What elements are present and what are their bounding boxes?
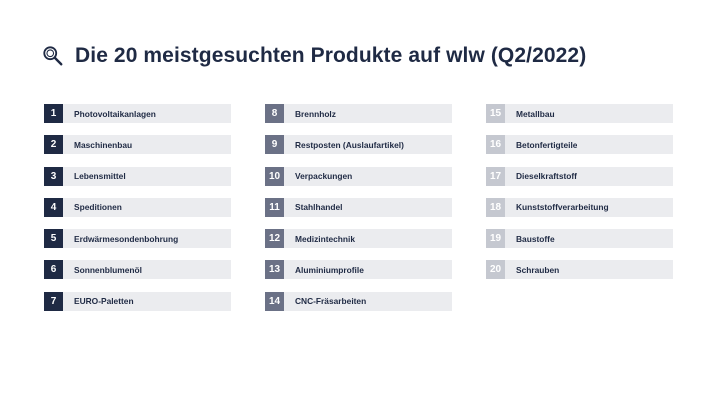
product-label: Verpackungen bbox=[295, 171, 353, 182]
rank-badge: 7 bbox=[44, 291, 63, 311]
rank-badge: 1 bbox=[44, 104, 63, 123]
list-item: 8 Brennholz bbox=[265, 104, 452, 123]
rank-badge: 12 bbox=[265, 229, 284, 249]
product-label: CNC-Fräsarbeiten bbox=[295, 296, 367, 307]
rank-badge: 10 bbox=[265, 166, 284, 186]
rank-badge: 11 bbox=[265, 197, 284, 217]
list-item: 15 Metallbau bbox=[486, 104, 673, 123]
ranking-column-1: 1 Photovoltaikanlagen 2 Maschinenbau 3 Lebe… bbox=[44, 104, 231, 323]
list-item: 14 CNC-Fräsarbeiten bbox=[265, 291, 452, 311]
product-label: EURO-Paletten bbox=[74, 296, 134, 307]
list-item: 10 Verpackungen bbox=[265, 166, 452, 186]
search-icon bbox=[43, 46, 63, 66]
list-item: 7 EURO-Paletten bbox=[44, 291, 231, 311]
product-label: Restposten (Auslaufartikel) bbox=[295, 139, 404, 150]
list-item: 13 Aluminiumprofile bbox=[265, 260, 452, 280]
rank-badge: 16 bbox=[486, 135, 505, 155]
list-item: 2 Maschinenbau bbox=[44, 135, 231, 155]
rank-badge: 5 bbox=[44, 229, 63, 249]
rank-badge: 3 bbox=[44, 166, 63, 186]
header: Die 20 meistgesuchten Produkte auf wlw (… bbox=[42, 44, 586, 68]
product-label: Stahlhandel bbox=[295, 202, 343, 213]
rank-badge: 18 bbox=[486, 197, 505, 217]
product-label: Dieselkraftstoff bbox=[516, 171, 577, 182]
ranking-column-3: 15 Metallbau 16 Betonfertigteile 17 Dieselk… bbox=[486, 104, 673, 323]
product-label: Speditionen bbox=[74, 202, 122, 213]
rank-badge: 6 bbox=[44, 260, 63, 280]
list-item: 3 Lebensmittel bbox=[44, 166, 231, 186]
list-item: 19 Baustoffe bbox=[486, 229, 673, 249]
rank-badge: 20 bbox=[486, 260, 505, 280]
product-label: Photovoltaikanlagen bbox=[74, 108, 156, 119]
product-label: Sonnenblumenöl bbox=[74, 264, 142, 275]
product-label: Lebensmittel bbox=[74, 171, 126, 182]
product-label: Betonfertigteile bbox=[516, 139, 578, 150]
list-item: 16 Betonfertigteile bbox=[486, 135, 673, 155]
rank-badge: 9 bbox=[265, 135, 284, 155]
list-item: 20 Schrauben bbox=[486, 260, 673, 280]
rank-badge: 8 bbox=[265, 104, 284, 123]
product-label: Baustoffe bbox=[516, 233, 555, 244]
page-title: Die 20 meistgesuchten Produkte auf wlw (… bbox=[75, 44, 587, 67]
product-ranking: 1 Photovoltaikanlagen 2 Maschinenbau 3 Lebe… bbox=[44, 104, 673, 323]
product-label: Kunststoffverarbeitung bbox=[516, 202, 609, 213]
product-label: Maschinenbau bbox=[74, 139, 133, 150]
list-item: 18 Kunststoffverarbeitung bbox=[486, 197, 673, 217]
ranking-column-2: 8 Brennholz 9 Restposten (Auslaufartikel) … bbox=[265, 104, 452, 323]
rank-badge: 4 bbox=[44, 197, 63, 217]
product-label: Schrauben bbox=[516, 264, 560, 275]
rank-badge: 2 bbox=[44, 135, 63, 155]
product-label: Metallbau bbox=[516, 108, 555, 119]
product-label: Aluminiumprofile bbox=[295, 264, 364, 275]
rank-badge: 15 bbox=[486, 104, 505, 123]
list-item: 17 Dieselkraftstoff bbox=[486, 166, 673, 186]
product-label: Brennholz bbox=[295, 108, 336, 119]
list-item: 4 Speditionen bbox=[44, 197, 231, 217]
list-item: 9 Restposten (Auslaufartikel) bbox=[265, 135, 452, 155]
rank-badge: 19 bbox=[486, 229, 505, 249]
rank-badge: 17 bbox=[486, 166, 505, 186]
list-item: 5 Erdwärmesondenbohrung bbox=[44, 229, 231, 249]
list-item: 11 Stahlhandel bbox=[265, 197, 452, 217]
product-label: Medizintechnik bbox=[295, 233, 356, 244]
rank-badge: 14 bbox=[265, 291, 284, 311]
product-label: Erdwärmesondenbohrung bbox=[74, 233, 179, 244]
list-item: 6 Sonnenblumenöl bbox=[44, 260, 231, 280]
list-item: 12 Medizintechnik bbox=[265, 229, 452, 249]
list-item: 1 Photovoltaikanlagen bbox=[44, 104, 231, 123]
rank-badge: 13 bbox=[265, 260, 284, 280]
